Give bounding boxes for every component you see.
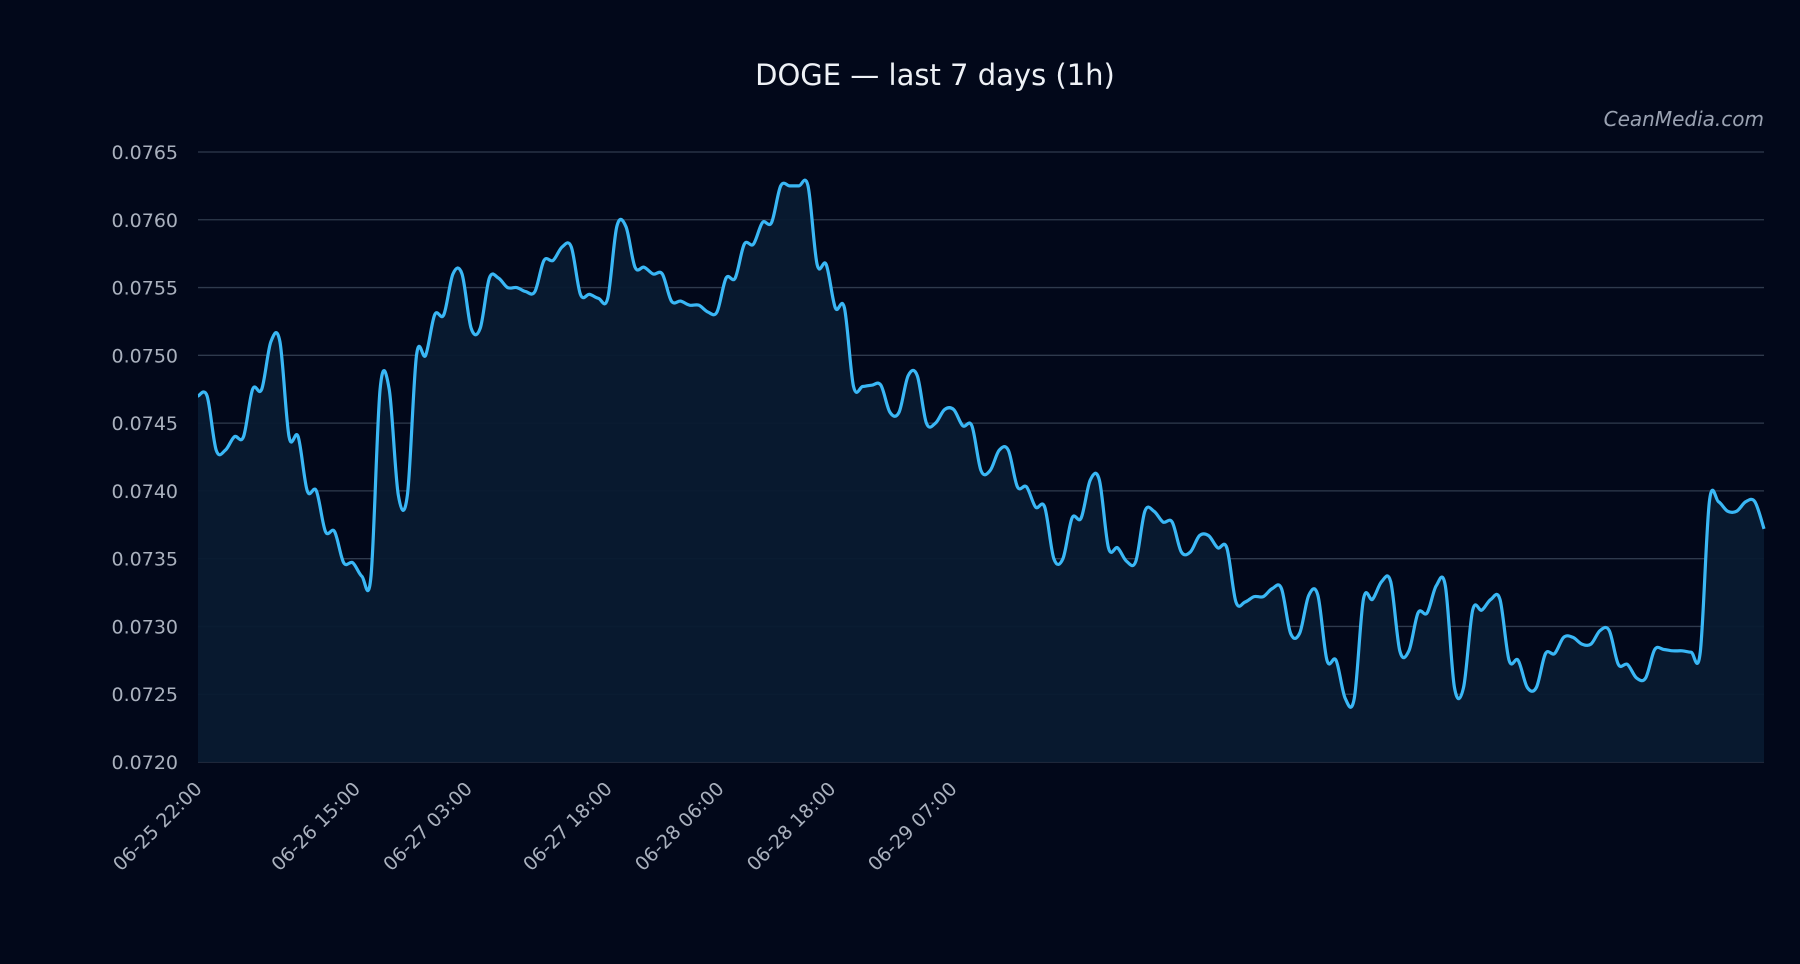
y-tick-label: 0.0720 (112, 752, 178, 774)
y-tick-label: 0.0755 (112, 278, 178, 300)
x-tick-label: 06-28 06:00 (631, 778, 729, 876)
x-tick-label: 06-27 03:00 (379, 778, 477, 876)
x-tick-label: 06-28 18:00 (743, 778, 841, 876)
x-tick-label: 06-29 07:00 (864, 778, 962, 876)
price-line (197, 178, 1766, 709)
x-axis-tick-labels: 06-25 22:00 06-26 15:00 06-27 03:00 06-27 1… (109, 778, 962, 876)
chart-title: DOGE — last 7 days (1h) (755, 58, 1115, 92)
y-tick-label: 0.0750 (112, 345, 178, 367)
y-tick-label: 0.0725 (112, 684, 178, 706)
x-tick-label: 06-26 15:00 (267, 778, 365, 876)
y-axis-tick-labels: 0.0720 0.0725 0.0730 0.0735 0.0740 0.0745 0.07… (112, 142, 178, 774)
y-tick-label: 0.0730 (112, 616, 178, 638)
y-tick-label: 0.0745 (112, 413, 178, 435)
watermark-text: CeanMedia.com (1604, 107, 1764, 131)
y-tick-label: 0.0760 (112, 210, 178, 232)
x-tick-label: 06-27 18:00 (519, 778, 617, 876)
y-tick-label: 0.0765 (112, 142, 178, 164)
x-tick-label: 06-25 22:00 (109, 778, 207, 876)
y-tick-label: 0.0740 (112, 481, 178, 503)
y-tick-label: 0.0735 (112, 549, 178, 571)
